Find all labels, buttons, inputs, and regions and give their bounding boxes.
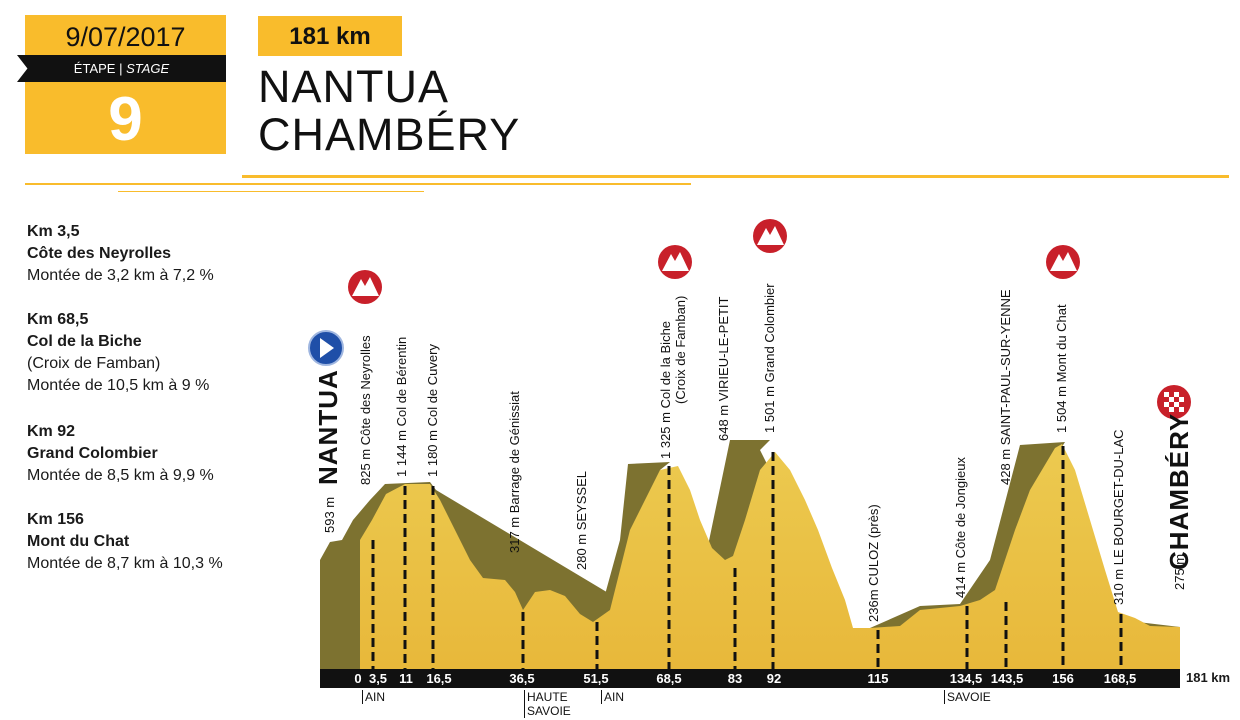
climb-item: Km 3,5 Côte des Neyrolles Montée de 3,2 …: [27, 221, 214, 287]
start-town-label: NANTUA: [313, 369, 343, 485]
km-marker: 83: [727, 671, 743, 686]
km-marker: 51,5: [583, 671, 609, 686]
profile-point-label: 428 m SAINT-PAUL-SUR-YENNE: [998, 289, 1013, 485]
km-marker: 36,5: [509, 671, 535, 686]
climb-item: Km 156 Mont du Chat Montée de 8,7 km à 1…: [27, 509, 223, 575]
profile-point-label: (Croix de Famban): [673, 295, 688, 404]
profile-point-label: 236m CULOZ (près): [866, 504, 881, 622]
profile-point-label: 310 m LE BOURGET-DU-LAC: [1111, 429, 1126, 605]
profile-point-label: 1 325 m Col de la Biche: [658, 320, 673, 459]
km-marker: 68,5: [656, 671, 682, 686]
start-town-title: NANTUA: [258, 61, 450, 112]
km-marker: 92: [766, 671, 782, 686]
km-tick-lines: [371, 446, 1123, 669]
etape-label: ÉTAPE: [73, 61, 116, 76]
climb-name: Côte des Neyrolles: [27, 245, 172, 262]
finish-town-label: CHAMBÉRY: [1164, 412, 1194, 570]
climb-item: Km 92 Grand Colombier Montée de 8,5 km à…: [27, 421, 214, 487]
mountain-summit-icon: [753, 219, 787, 253]
profile-point-label: 648 m VIRIEU-LE-PETIT: [716, 296, 731, 441]
department-label: HAUTE SAVOIE: [524, 690, 571, 718]
climb-detail: Montée de 10,5 km à 9 %: [27, 377, 210, 394]
climb-note: (Croix de Famban): [27, 355, 161, 372]
climb-km: Km 68,5: [27, 311, 89, 328]
mountain-summit-icon: [348, 270, 382, 304]
km-marker: 143,5: [990, 671, 1024, 686]
profile-point-label: 317 m Barrage de Génissiat: [507, 391, 522, 553]
climb-item: Km 68,5 Col de la Biche (Croix de Famban…: [27, 309, 209, 397]
climb-detail: Montée de 8,7 km à 10,3 %: [27, 555, 223, 572]
department-label: SAVOIE: [944, 690, 991, 704]
climb-detail: Montée de 3,2 km à 7,2 %: [27, 267, 214, 284]
climb-detail: Montée de 8,5 km à 9,9 %: [27, 467, 214, 484]
km-axis-bar: [320, 669, 1180, 688]
profile-point-label: 1 501 m Grand Colombier: [762, 283, 777, 433]
profile-point-label: 1 180 m Col de Cuvery: [425, 344, 440, 477]
stage-date: 9/07/2017: [25, 15, 226, 55]
km-marker: 3,5: [368, 671, 388, 686]
profile-point-label: 414 m Côte de Jongieux: [953, 457, 968, 598]
stage-number: 9: [25, 82, 226, 154]
km-marker: 11: [399, 671, 413, 686]
profile-point-label: 1 504 m Mont du Chat: [1054, 304, 1069, 433]
stage-distance: 181 km: [258, 16, 402, 56]
mountain-summit-icon: [658, 245, 692, 279]
profile-point-label: 825 m Côte des Neyrolles: [358, 335, 373, 485]
climb-name: Grand Colombier: [27, 445, 158, 462]
header-rule: [242, 175, 1229, 178]
km-marker: 0: [354, 671, 362, 686]
department-line: HAUTE: [527, 690, 568, 704]
header-rule-3: [118, 191, 424, 192]
profile-fill: [360, 444, 1180, 669]
km-marker: 134,5: [949, 671, 983, 686]
etape-band: ÉTAPE | STAGE: [17, 55, 226, 82]
profile-point-label: 280 m SEYSSEL: [574, 471, 589, 570]
department-line: SAVOIE: [527, 704, 571, 718]
checkered-flag-icon: [1157, 385, 1191, 419]
finish-altitude: 275 m: [1172, 553, 1187, 590]
climb-km: Km 92: [27, 423, 76, 440]
start-arrow-icon: [308, 330, 344, 366]
profile-point-label: 1 144 m Col de Bérentin: [394, 336, 409, 477]
climb-km: Km 3,5: [27, 223, 80, 240]
header-rule-2: [25, 183, 691, 185]
department-label: AIN: [362, 690, 385, 704]
department-label: AIN: [601, 690, 624, 704]
total-distance: 181 km: [1186, 670, 1231, 685]
km-marker: 115: [867, 671, 889, 686]
finish-town-title: CHAMBÉRY: [258, 109, 521, 160]
climb-km: Km 156: [27, 511, 84, 528]
km-marker: 16,5: [426, 671, 452, 686]
climb-name: Mont du Chat: [27, 533, 130, 550]
start-altitude: 593 m: [322, 496, 337, 533]
climb-name: Col de la Biche: [27, 333, 142, 350]
mountain-summit-icon: [1046, 245, 1080, 279]
km-marker: 168,5: [1103, 671, 1137, 686]
stage-label: STAGE: [126, 61, 170, 76]
km-marker: 156: [1052, 671, 1074, 686]
